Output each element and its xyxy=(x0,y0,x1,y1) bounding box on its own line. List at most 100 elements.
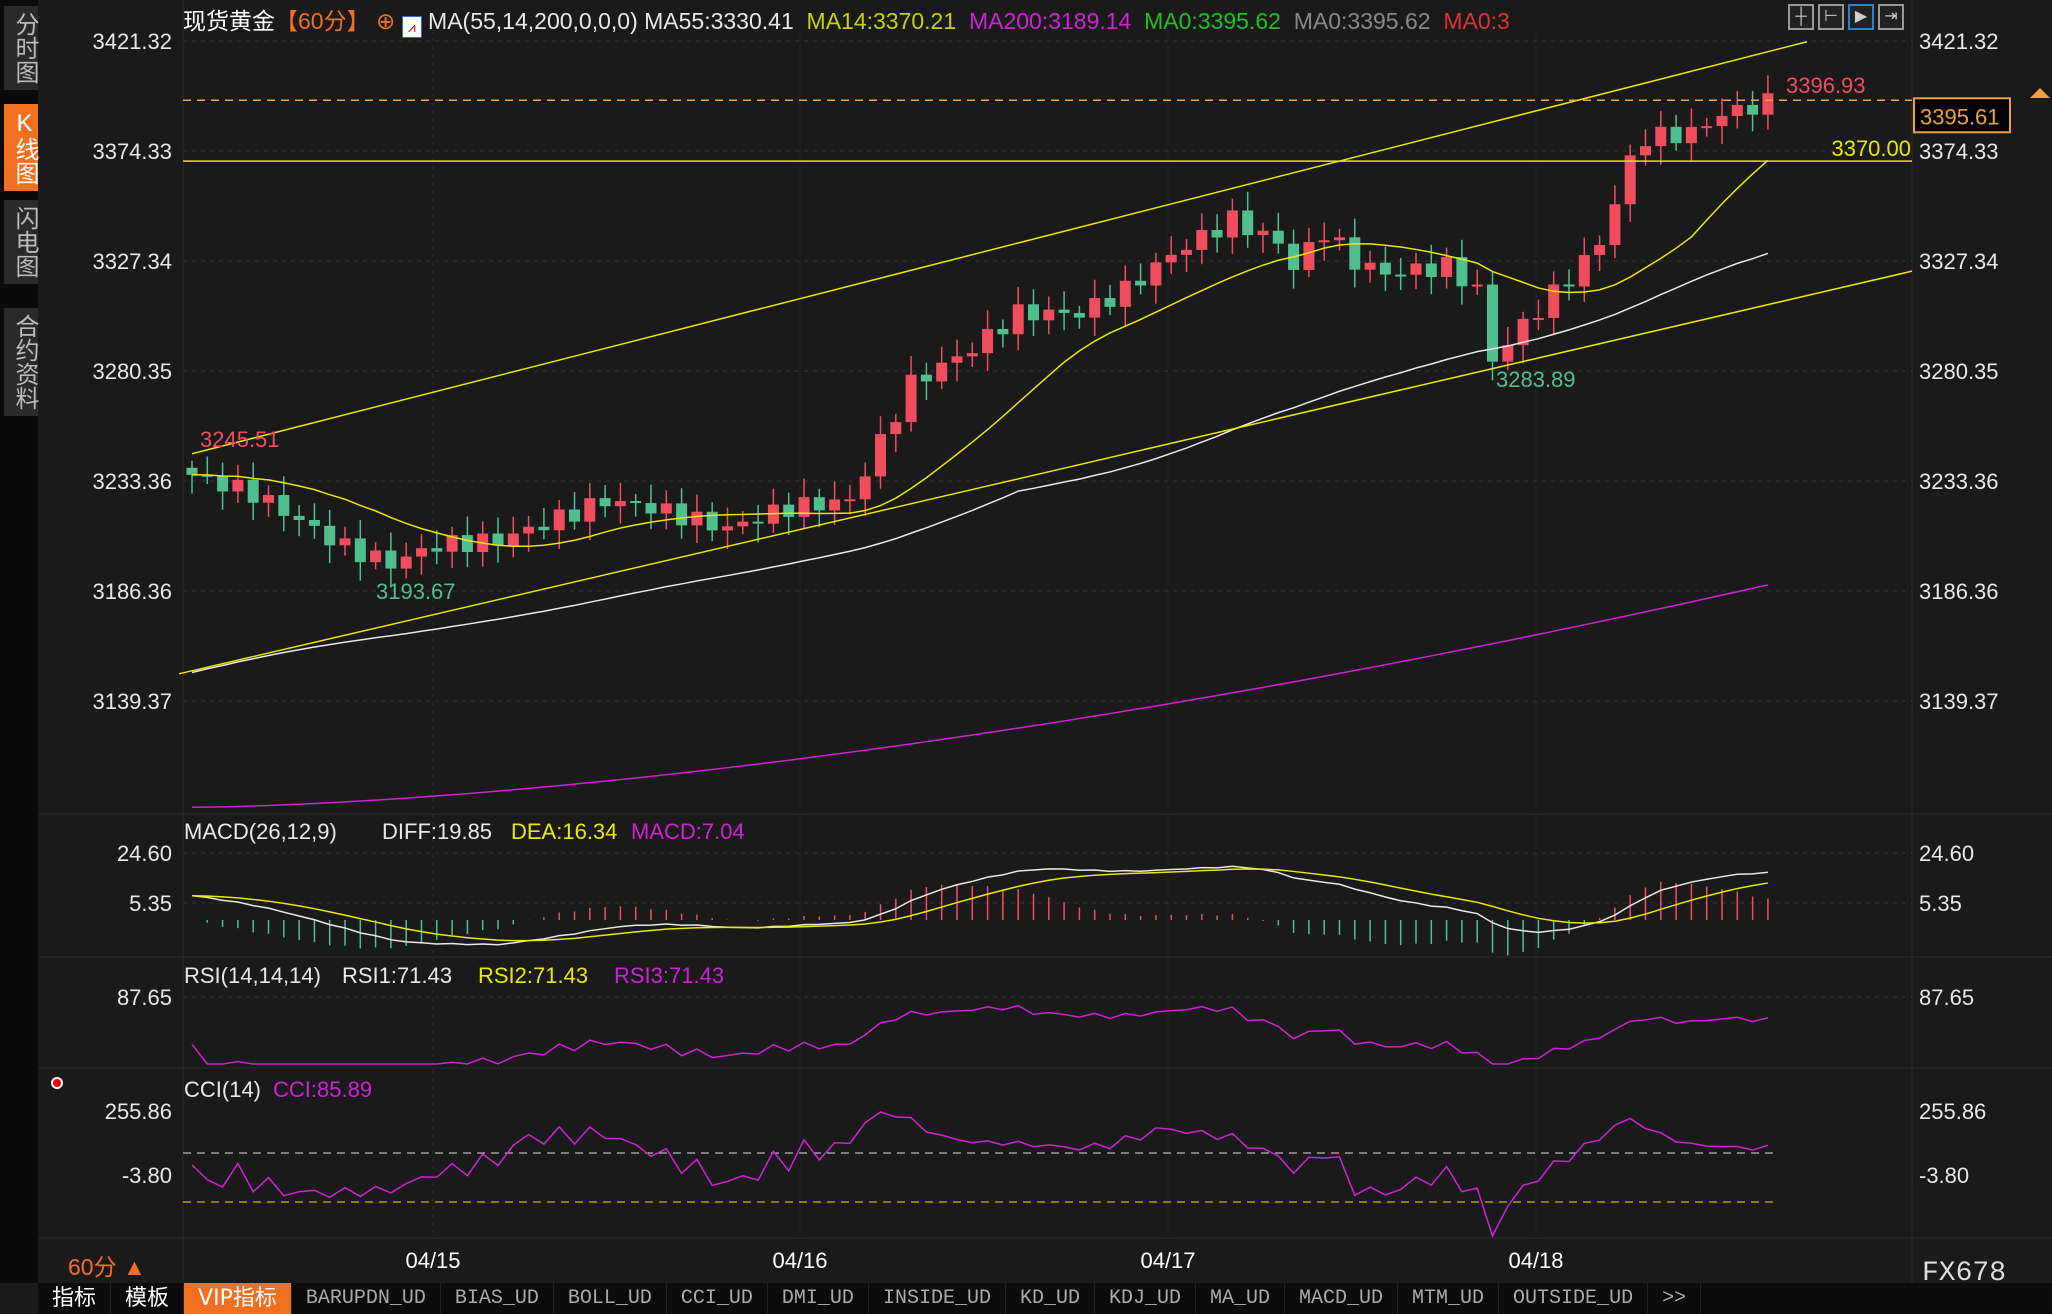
candle-body xyxy=(1334,237,1345,241)
candle-body xyxy=(278,494,290,516)
candle-body xyxy=(1211,230,1223,238)
candle-body xyxy=(997,328,1009,335)
indicator-tab[interactable]: MTM_UD xyxy=(1398,1283,1500,1314)
kline-chart[interactable]: 3421.32 3421.32 3374.33 3374.33 3327.34 3327.… xyxy=(0,0,2052,1283)
ma-params: MA(55,14,200,0,0,0) xyxy=(428,8,638,34)
macd-tick-left: 24.60 xyxy=(117,841,172,866)
rsi-tick-left: 87.65 xyxy=(117,985,172,1010)
candle-body xyxy=(920,374,932,382)
indicator-tab[interactable]: KDJ_UD xyxy=(1095,1283,1196,1314)
candle-body xyxy=(691,511,703,526)
candle-body xyxy=(1242,210,1254,236)
indicator-tab[interactable]: BOLL_UD xyxy=(554,1283,667,1314)
candle-body xyxy=(1747,104,1759,115)
period-label[interactable]: 【60分】 xyxy=(275,8,370,34)
candle-body xyxy=(1685,126,1697,144)
price-tick-right: 3186.36 xyxy=(1919,579,1999,604)
settings-circle-icon[interactable]: ⊕ xyxy=(375,8,396,34)
candle-body xyxy=(1119,280,1131,307)
candle-body xyxy=(1318,240,1330,243)
sidebar-tab[interactable]: 分时图 xyxy=(4,6,38,90)
indicator-chart-icon[interactable]: ⩘ xyxy=(401,16,422,38)
candle-body xyxy=(890,422,902,435)
indicator-tab[interactable]: CCI_UD xyxy=(667,1283,768,1314)
candle-body xyxy=(492,533,504,546)
date-tick: 04/18 xyxy=(1508,1248,1563,1273)
candle-body xyxy=(1150,262,1162,286)
indicator-tab[interactable]: >> xyxy=(1648,1283,1702,1314)
price-tick-right: 3327.34 xyxy=(1919,249,1999,274)
candle-body xyxy=(1624,155,1636,205)
candle-body xyxy=(813,497,825,511)
candle-body xyxy=(706,511,718,531)
date-tick: 04/16 xyxy=(772,1248,827,1273)
candle-body xyxy=(201,474,213,477)
alert-icon xyxy=(51,1077,63,1089)
candle-body xyxy=(308,519,320,526)
candle-body xyxy=(1226,210,1238,238)
candle-body xyxy=(1257,230,1269,236)
low-label: 3283.89 xyxy=(1496,367,1576,392)
draw-icon[interactable]: ▶ xyxy=(1848,4,1874,30)
sidebar-tab[interactable]: 闪电图 xyxy=(4,200,38,284)
range-icon[interactable]: ⊢ xyxy=(1818,4,1844,30)
indicator-tab[interactable]: MACD_UD xyxy=(1285,1283,1399,1314)
indicator-tab[interactable]: 模板 xyxy=(111,1283,185,1314)
candle-body xyxy=(1012,304,1024,335)
sidebar-tab[interactable]: 合约资料 xyxy=(4,308,38,416)
current-price-box xyxy=(1913,97,2011,134)
current-price-label: 3395.61 xyxy=(1920,104,2000,129)
crosshair-icon[interactable]: ┼ xyxy=(1788,4,1814,30)
indicator-tab[interactable]: KD_UD xyxy=(1006,1283,1095,1314)
candle-body xyxy=(829,499,841,511)
candle-body xyxy=(1548,284,1560,318)
indicator-tab[interactable]: MA_UD xyxy=(1196,1283,1286,1314)
cci-title: CCI(14) xyxy=(184,1077,261,1102)
indicator-tab[interactable]: 指标 xyxy=(38,1283,112,1314)
candle-body xyxy=(844,499,856,502)
price-tick-left: 3421.32 xyxy=(92,29,172,54)
indicator-tab[interactable]: INSIDE_UD xyxy=(869,1283,1006,1314)
price-tick-left: 3186.36 xyxy=(92,579,172,604)
cci-tick-right: -3.80 xyxy=(1919,1163,1969,1188)
candle-body xyxy=(263,494,274,503)
indicator-tab[interactable]: VIP指标 xyxy=(184,1283,292,1314)
candle-body xyxy=(905,374,917,423)
ma14-value: MA14:3370.21 xyxy=(806,8,957,34)
macd-tick-right: 5.35 xyxy=(1919,891,1962,916)
price-tick-left: 3374.33 xyxy=(92,139,172,164)
candle-body xyxy=(1532,317,1544,320)
indicator-tab[interactable]: BIAS_UD xyxy=(441,1283,554,1314)
period-select[interactable]: 60分 ▲ xyxy=(68,1254,146,1280)
brand-logo: FX678 xyxy=(1922,1258,2007,1289)
candle-body xyxy=(446,535,458,552)
candle-body xyxy=(232,479,244,492)
indicator-tab[interactable]: DMI_UD xyxy=(768,1283,869,1314)
sidebar-tab[interactable]: K线图 xyxy=(4,104,38,191)
macd-diff-line xyxy=(191,865,1768,946)
candle-body xyxy=(584,498,596,522)
indicator-tab[interactable]: OUTSIDE_UD xyxy=(1499,1283,1649,1314)
rsi2-value: RSI2:71.43 xyxy=(478,963,588,988)
candle-body xyxy=(630,501,642,504)
candle-body xyxy=(722,526,733,531)
candle-body xyxy=(247,479,259,503)
indicator-tab[interactable]: BARUPDN_UD xyxy=(292,1283,441,1314)
candle-body xyxy=(1272,230,1284,244)
candle-body xyxy=(737,521,749,527)
candle-body xyxy=(1670,126,1682,144)
candle-body xyxy=(553,509,565,531)
price-tick-left: 3233.36 xyxy=(92,469,172,494)
candle-body xyxy=(1578,254,1590,287)
candle-body xyxy=(936,362,948,382)
price-tick-left: 3139.37 xyxy=(92,689,172,714)
candle-body xyxy=(1303,242,1315,270)
indicator-toolbar: 指标 模板 VIP指标 BARUPDN_UD BIAS_UD BOLL_UD CCI_UD D… xyxy=(38,1283,2052,1314)
candle-body xyxy=(1379,262,1391,275)
macd-value: MACD:7.04 xyxy=(631,819,745,844)
price-tick-left: 3280.35 xyxy=(92,359,172,384)
candle-body xyxy=(1471,284,1483,287)
candle-body xyxy=(354,538,366,563)
forward-icon[interactable]: ⇥ xyxy=(1878,4,1904,30)
candle-body xyxy=(1731,104,1743,116)
